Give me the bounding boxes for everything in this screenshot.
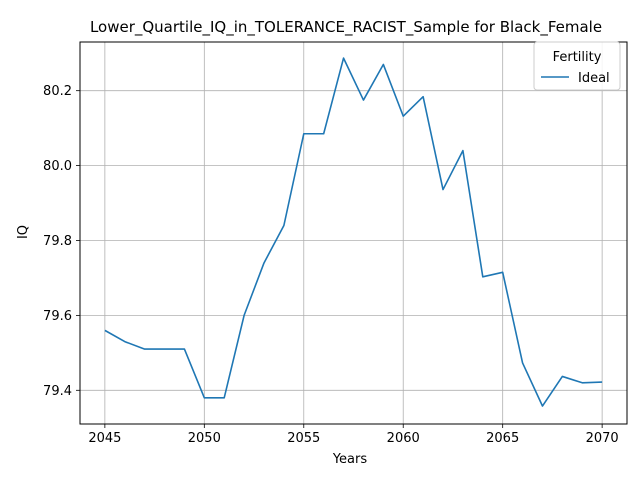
y-tick-label: 79.4 bbox=[43, 384, 72, 399]
x-axis-label: Years bbox=[332, 452, 368, 467]
legend: Fertility Ideal bbox=[533, 41, 621, 91]
y-tick-label: 79.6 bbox=[43, 309, 72, 324]
series-line-ideal bbox=[104, 57, 603, 407]
legend-box bbox=[533, 41, 621, 91]
x-axis: 2045 2050 2055 2060 2065 2070 bbox=[88, 424, 619, 446]
legend-title: Fertility bbox=[553, 50, 602, 65]
grid bbox=[80, 42, 627, 424]
x-tick-label: 2060 bbox=[387, 431, 420, 446]
plot-frame bbox=[79, 41, 628, 425]
y-tick-label: 80.0 bbox=[43, 159, 72, 174]
series-lines bbox=[104, 57, 603, 407]
y-tick-label: 79.8 bbox=[43, 234, 72, 249]
x-tick-label: 2070 bbox=[586, 431, 619, 446]
y-axis-label: IQ bbox=[16, 225, 31, 239]
legend-label-ideal: Ideal bbox=[578, 71, 610, 86]
x-tick-label: 2055 bbox=[287, 431, 320, 446]
chart-title: Lower_Quartile_IQ_in_TOLERANCE_RACIST_Sa… bbox=[90, 18, 602, 37]
y-tick-label: 80.2 bbox=[43, 84, 72, 99]
x-tick-label: 2065 bbox=[486, 431, 519, 446]
x-tick-label: 2050 bbox=[188, 431, 221, 446]
y-axis: 79.4 79.6 79.8 80.0 80.2 bbox=[43, 84, 80, 399]
x-tick-label: 2045 bbox=[88, 431, 121, 446]
